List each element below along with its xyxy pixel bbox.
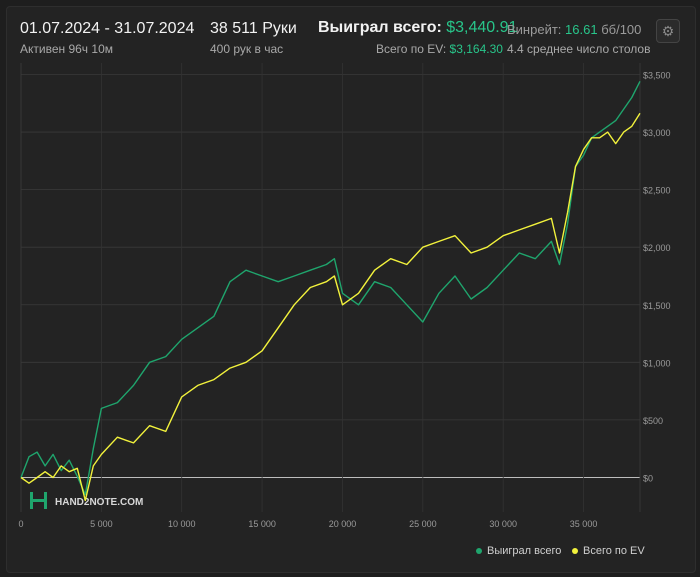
- winrate-label: Винрейт:: [507, 22, 562, 37]
- x-tick-label: 20 000: [329, 519, 357, 529]
- y-tick-label: $2,000: [643, 243, 671, 253]
- report-panel: [6, 6, 696, 573]
- won-total: Выиграл всего: $3,440.91: [318, 19, 517, 37]
- x-tick-label: 25 000: [409, 519, 437, 529]
- hands-count: 38 511 Руки: [210, 20, 297, 37]
- x-tick-label: 10 000: [168, 519, 196, 529]
- watermark-text: HAND2NOTE.COM: [55, 497, 143, 508]
- legend-won[interactable]: Выиграл всего: [476, 545, 561, 557]
- won-total-label: Выиграл всего:: [318, 19, 442, 36]
- y-tick-label: $3,000: [643, 128, 671, 138]
- y-tick-label: $1,500: [643, 301, 671, 311]
- y-tick-label: $1,000: [643, 358, 671, 368]
- hands-per-hour: 400 рук в час: [210, 42, 284, 56]
- y-tick-label: $2,500: [643, 186, 671, 196]
- won-total-value: $3,440.91: [446, 19, 518, 36]
- avg-tables: 4.4 среднее число столов: [507, 42, 651, 56]
- won-series-line: [20, 80, 641, 496]
- x-tick-label: 35 000: [570, 519, 598, 529]
- legend-won-marker: [476, 548, 482, 555]
- winrate: Винрейт: 16.61 бб/100: [507, 22, 641, 37]
- hand2note-watermark: HAND2NOTE.COM: [30, 492, 143, 509]
- x-tick-label: 5 000: [90, 519, 113, 529]
- legend-ev-label: Всего по EV: [583, 545, 645, 557]
- active-time: Активен 96ч 10м: [20, 42, 113, 56]
- settings-button[interactable]: ⚙: [656, 19, 680, 43]
- y-tick-label: $0: [643, 473, 653, 483]
- ev-total: Всего по EV: $3,164.30: [376, 42, 503, 56]
- legend-ev[interactable]: Всего по EV: [572, 545, 645, 557]
- x-tick-label: 0: [18, 519, 23, 529]
- hand2note-logo-bar: [30, 499, 47, 502]
- x-tick-label: 30 000: [489, 519, 517, 529]
- date-range[interactable]: 01.07.2024 - 31.07.2024: [20, 20, 195, 37]
- y-tick-label: $500: [643, 416, 663, 426]
- winrate-value: 16.61: [565, 22, 598, 37]
- y-tick-label: $3,500: [643, 71, 671, 81]
- ev-total-label: Всего по EV:: [376, 42, 447, 56]
- x-tick-label: 15 000: [248, 519, 276, 529]
- ev-series-line: [20, 112, 641, 502]
- ev-total-value: $3,164.30: [449, 42, 503, 56]
- legend-ev-marker: [572, 548, 578, 555]
- gear-icon: ⚙: [661, 22, 675, 39]
- legend-won-label: Выиграл всего: [487, 545, 562, 557]
- winrate-unit: бб/100: [601, 22, 642, 37]
